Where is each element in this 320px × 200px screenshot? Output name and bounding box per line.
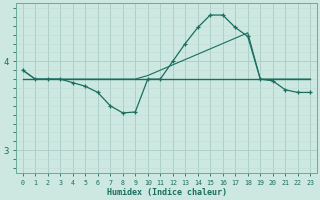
X-axis label: Humidex (Indice chaleur): Humidex (Indice chaleur) <box>107 188 227 197</box>
